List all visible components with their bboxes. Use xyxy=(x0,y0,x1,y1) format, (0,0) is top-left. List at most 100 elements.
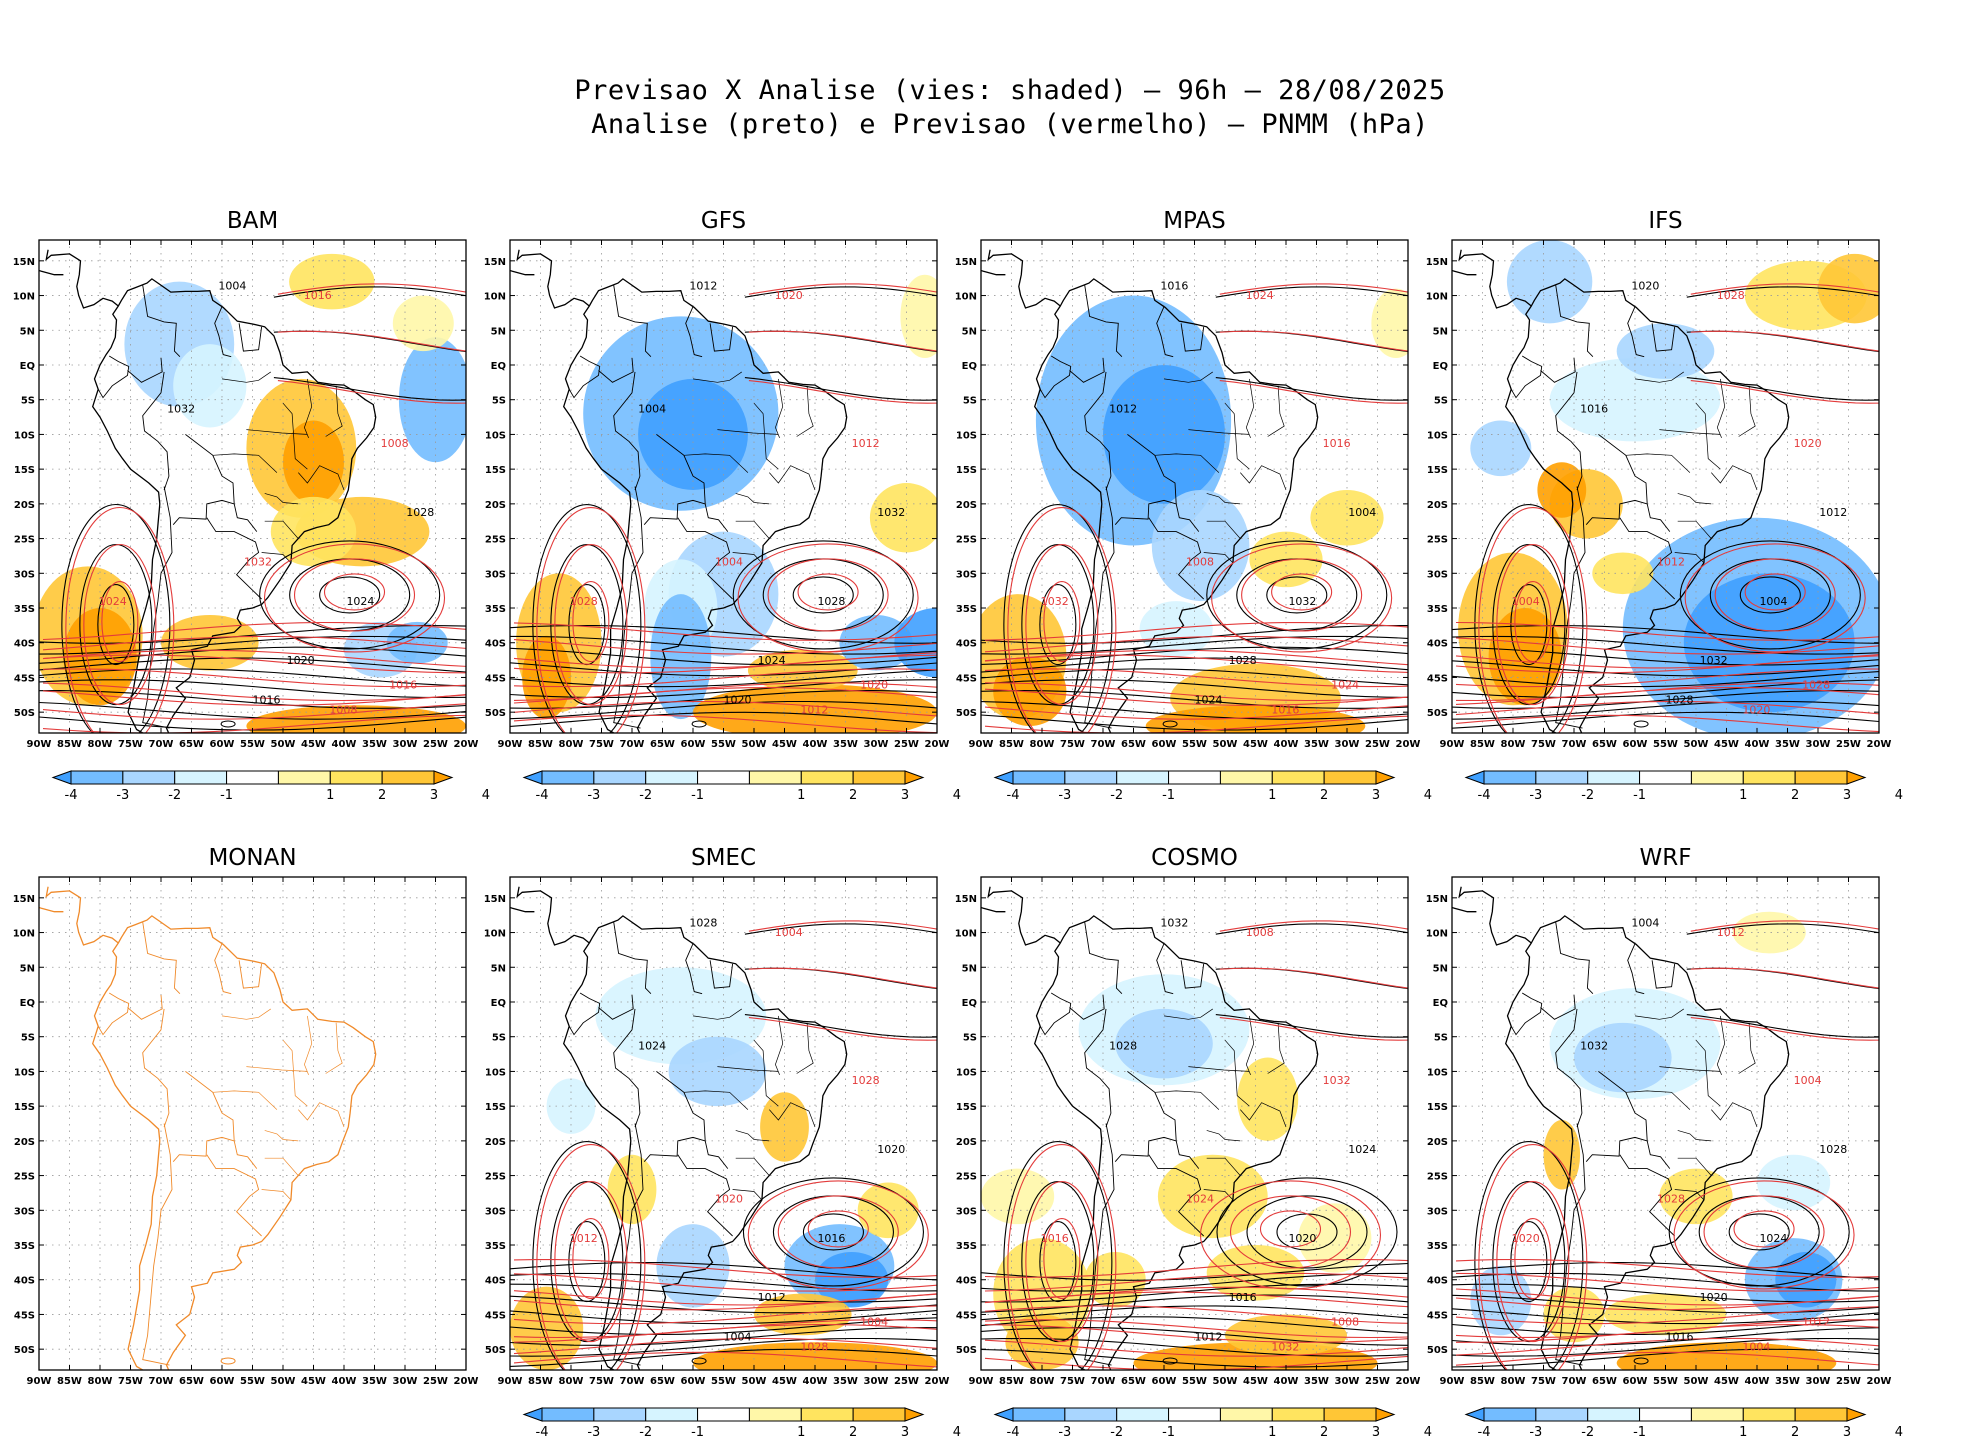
country-border xyxy=(1180,960,1205,989)
forecast-isobar-label: 1020 xyxy=(860,679,888,692)
state-border xyxy=(1240,465,1287,491)
forecast-isobar xyxy=(984,1339,1408,1357)
coastline-central-america xyxy=(39,906,64,913)
forecast-isobar xyxy=(1455,655,1879,674)
analysis-isobar-label: 1004 xyxy=(638,403,666,416)
lat-tick-label: 5S xyxy=(1434,1033,1448,1044)
forecast-isobar xyxy=(1219,920,1408,932)
forecast-isobar xyxy=(1455,700,1879,716)
analysis-isobar xyxy=(510,679,937,699)
lat-tick-label: 30S xyxy=(485,1206,506,1217)
colorbar-cell xyxy=(1116,1407,1170,1422)
state-border xyxy=(1154,1090,1220,1110)
analysis-isobar xyxy=(981,690,1408,709)
forecast-isobar xyxy=(1211,543,1393,653)
colorbar-label: 3 xyxy=(901,1425,909,1436)
forecast-isobar xyxy=(513,1337,937,1355)
country-border xyxy=(142,922,181,995)
lat-tick-label: 20S xyxy=(956,500,977,511)
bias-shading-region xyxy=(392,295,454,352)
colorbar-arrow-high xyxy=(1846,770,1867,785)
country-border xyxy=(1651,323,1676,352)
lat-tick-label: 25S xyxy=(485,535,506,546)
lon-tick-label: 35W xyxy=(1304,1376,1329,1387)
bias-shading-region xyxy=(668,1036,767,1107)
colorbar-arrow-low xyxy=(993,770,1014,785)
forecast-isobar xyxy=(1514,580,1552,663)
forecast-isobar xyxy=(737,543,919,653)
forecast-isobar-label: 1008 xyxy=(1331,1316,1359,1329)
lat-tick-label: 40S xyxy=(14,639,35,650)
analysis-isobar xyxy=(981,1294,1408,1313)
forecast-isobar xyxy=(1229,1195,1352,1269)
forecast-isobar-label: 1008 xyxy=(1246,926,1274,939)
lat-tick-label: 40S xyxy=(14,1276,35,1287)
lon-tick-label: 30W xyxy=(1335,1376,1360,1387)
lon-tick-label: 80W xyxy=(88,739,113,750)
lon-tick-label: 85W xyxy=(528,739,553,750)
lon-tick-label: 25W xyxy=(894,739,919,750)
forecast-isobar xyxy=(263,543,446,653)
country-border xyxy=(613,1008,641,1128)
lon-tick-label: 30W xyxy=(1806,739,1831,750)
lon-tick-label: 35W xyxy=(1775,1376,1800,1387)
forecast-isobar xyxy=(101,580,139,663)
forecast-isobar-label: 1008 xyxy=(329,703,357,716)
coastline-central-america xyxy=(987,249,1061,309)
colorbar-label: -3 xyxy=(1529,788,1542,803)
forecast-isobar xyxy=(1673,1180,1855,1290)
forecast-isobar xyxy=(984,635,1408,653)
forecast-isobar xyxy=(748,920,937,932)
lon-tick-label: 60W xyxy=(681,1376,706,1387)
lat-tick-label: 40S xyxy=(956,1276,977,1287)
forecast-isobar xyxy=(767,558,889,632)
lat-tick-label: 50S xyxy=(1427,1345,1448,1356)
coastline-central-america xyxy=(45,249,119,309)
analysis-isobar xyxy=(273,377,466,401)
analysis-isobar xyxy=(510,1348,937,1367)
lat-tick-label: 35S xyxy=(485,604,506,615)
analysis-isobar xyxy=(1709,558,1831,632)
analysis-isobar xyxy=(981,625,1408,644)
lat-tick-label: 10N xyxy=(955,292,977,303)
lon-tick-label: 35W xyxy=(1304,739,1329,750)
colorbar-cell xyxy=(1639,770,1692,785)
lat-tick-label: 5N xyxy=(20,326,35,337)
country-border xyxy=(172,1136,235,1162)
panel-title: WRF xyxy=(1640,845,1692,871)
analysis-isobar-label: 1032 xyxy=(167,403,195,416)
analysis-isobar xyxy=(1215,1014,1408,1038)
colorbar-cell xyxy=(697,770,750,785)
state-border xyxy=(753,1039,779,1107)
lat-tick-label: 15S xyxy=(485,465,506,476)
lat-tick-label: 15S xyxy=(14,465,35,476)
analysis-isobar xyxy=(510,669,937,688)
colorbar-cell xyxy=(593,1407,647,1422)
panel-title: MPAS xyxy=(1163,208,1226,234)
colorbar-label: 1 xyxy=(1268,1425,1276,1436)
analysis-isobar xyxy=(510,1310,937,1325)
lon-tick-label: 80W xyxy=(1501,739,1526,750)
forecast-isobar-label: 1016 xyxy=(1323,437,1351,450)
analysis-isobar-label: 1024 xyxy=(1759,1232,1787,1245)
state-border xyxy=(775,378,784,439)
lat-tick-label: 30S xyxy=(956,1206,977,1217)
country-border xyxy=(214,943,232,995)
lon-tick-label: 90W xyxy=(1440,739,1465,750)
lon-tick-label: 30W xyxy=(1806,1376,1831,1387)
country-border xyxy=(97,992,130,1036)
state-border xyxy=(264,1130,299,1142)
lat-tick-label: 5S xyxy=(1434,396,1448,407)
colorbar: -4 -3 -2 -1 1 2 3 4 xyxy=(522,770,961,803)
analysis-isobar xyxy=(981,1283,1408,1303)
lat-tick-label: 40S xyxy=(1427,639,1448,650)
lat-tick-label: 5S xyxy=(21,1033,35,1044)
analysis-isobar-label: 1028 xyxy=(1229,654,1257,667)
forecast-isobar-label: 1028 xyxy=(570,595,598,608)
falkland-islands xyxy=(1633,720,1649,728)
state-border xyxy=(717,429,779,435)
state-border xyxy=(1674,1189,1705,1201)
colorbar-label: 2 xyxy=(1791,788,1799,803)
state-border xyxy=(1163,1008,1213,1020)
bias-shading-region xyxy=(869,483,937,553)
